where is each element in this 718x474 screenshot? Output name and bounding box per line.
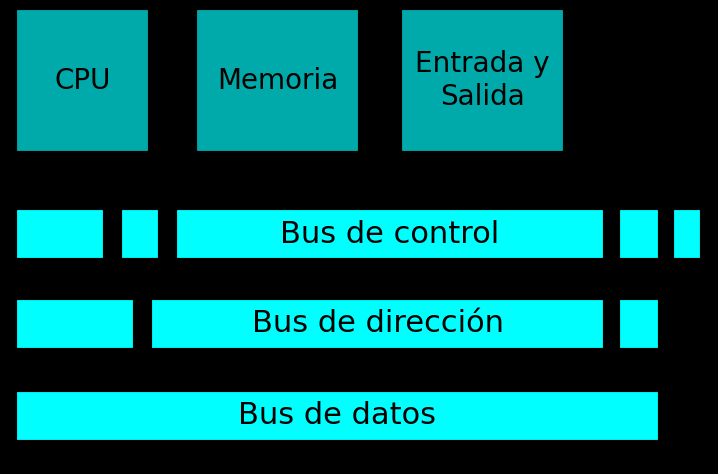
Bar — [15, 208, 105, 260]
Bar — [175, 208, 605, 260]
Bar — [150, 298, 605, 350]
Text: Bus de datos: Bus de datos — [238, 401, 437, 430]
Text: Bus de control: Bus de control — [280, 219, 500, 248]
Bar — [672, 208, 702, 260]
Bar — [120, 208, 160, 260]
Bar — [15, 8, 150, 153]
Bar — [618, 208, 660, 260]
Bar — [195, 8, 360, 153]
Bar — [400, 8, 565, 153]
Text: CPU: CPU — [55, 66, 111, 94]
Bar — [15, 298, 135, 350]
Text: Entrada y
Salida: Entrada y Salida — [415, 50, 550, 111]
Text: Bus de dirección: Bus de dirección — [251, 310, 503, 338]
Text: Memoria: Memoria — [217, 66, 338, 94]
Bar — [618, 298, 660, 350]
Bar — [15, 390, 660, 442]
